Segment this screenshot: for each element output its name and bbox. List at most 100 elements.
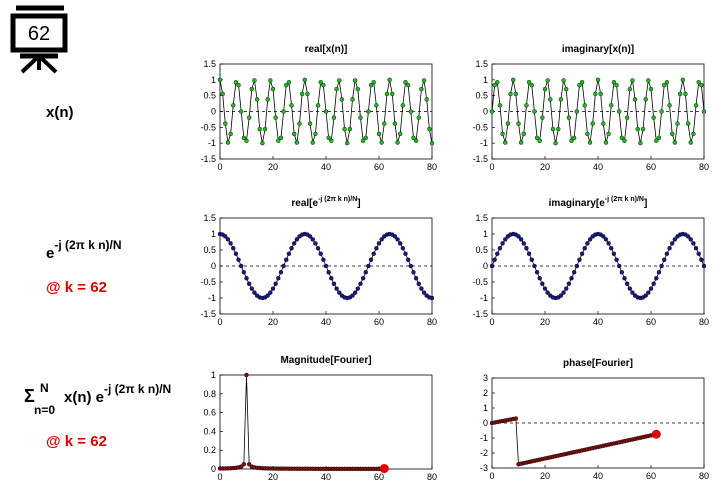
y-tick-label: 0 [483, 107, 488, 117]
data-point [614, 82, 619, 88]
data-point [315, 103, 321, 108]
data-point [685, 121, 691, 126]
data-point [260, 140, 265, 146]
data-point [289, 246, 294, 251]
y-tick-label: -1 [480, 433, 488, 443]
plot-title: imaginary[x(n)] [562, 44, 634, 55]
data-point [384, 91, 390, 97]
data-point [395, 237, 400, 242]
data-point [516, 121, 521, 126]
data-point [249, 86, 255, 92]
plot-title-end: ] [357, 198, 360, 209]
y-tick-label: 0 [211, 107, 216, 117]
data-point [337, 290, 342, 295]
data-point [606, 241, 611, 246]
data-point [609, 103, 614, 108]
x-tick-label: 40 [593, 317, 603, 327]
data-point [419, 86, 424, 92]
data-point [688, 140, 693, 145]
y-tick-label: 0.5 [475, 91, 488, 101]
data-point [624, 115, 630, 120]
data-point [638, 140, 643, 146]
plot-phase: phase[Fourier] 0 20 40 60 80 3 2 1 0 -1 -2 -3 [480, 358, 709, 481]
data-point [382, 121, 387, 126]
x-tick-label: 20 [540, 471, 550, 481]
data-point [521, 241, 526, 246]
data-point [516, 234, 521, 239]
data-point [363, 270, 368, 275]
data-point [545, 78, 550, 83]
data-point [321, 82, 326, 88]
data-point [281, 109, 286, 114]
data-point [360, 138, 366, 143]
y-tick-label: -1.5 [200, 154, 216, 164]
data-point [416, 281, 421, 286]
data-point [352, 290, 358, 295]
k-note-1: @ k = 62 [46, 279, 107, 296]
data-point [656, 270, 662, 275]
data-point [630, 78, 635, 83]
data-point [635, 126, 640, 132]
data-point [664, 80, 670, 85]
data-point [532, 263, 537, 269]
y-tick-label: 0.2 [203, 445, 216, 455]
data-point [265, 97, 270, 102]
data-point [654, 138, 659, 143]
data-point [363, 135, 368, 141]
data-point [601, 234, 606, 239]
y-tick-label: -3 [480, 463, 488, 473]
data-point [339, 97, 345, 102]
data-point [577, 257, 582, 262]
data-point [617, 263, 622, 269]
plot-imag_e: imaginary[e-j (2π k n)/N] 0 20 40 60 80 1.5 1 0.… [472, 196, 709, 327]
data-point [262, 126, 268, 132]
data-point [398, 131, 403, 137]
data-point [677, 91, 683, 97]
y-tick-label: 1 [211, 370, 216, 380]
data-point [318, 251, 323, 256]
data-point [526, 251, 532, 256]
y-tick-label: 1 [211, 229, 216, 239]
data-point [564, 86, 569, 92]
data-point [619, 270, 625, 275]
data-point [398, 241, 403, 246]
data-point [411, 135, 416, 141]
data-point [534, 135, 540, 141]
x-tick-label: 80 [427, 317, 437, 327]
data-point [241, 270, 247, 275]
basis-base: e [46, 245, 54, 262]
data-point [617, 109, 622, 114]
sum-lower: n=0 [34, 403, 55, 417]
data-point [244, 372, 249, 378]
data-point [366, 263, 371, 269]
data-point [429, 295, 435, 301]
data-point [408, 109, 413, 114]
data-point [598, 91, 603, 97]
data-point [542, 86, 548, 92]
data-point [603, 237, 609, 242]
y-tick-label: 0.4 [203, 426, 216, 436]
data-point [595, 77, 601, 83]
data-point [569, 138, 574, 143]
y-tick-label: 1 [483, 229, 488, 239]
data-point [518, 237, 524, 242]
data-point [223, 234, 228, 239]
y-tick-label: 0 [483, 261, 488, 271]
y-tick-label: 0.5 [203, 91, 216, 101]
data-point [334, 86, 339, 92]
data-point [579, 251, 585, 256]
basis-exponent: -j (2π k n)/N [54, 238, 121, 252]
data-point [561, 78, 566, 83]
data-point [537, 138, 542, 143]
data-point [505, 121, 511, 126]
data-point [699, 257, 704, 262]
data-point [609, 246, 614, 251]
data-point [374, 246, 379, 251]
data-point [244, 138, 249, 143]
data-point [508, 91, 513, 97]
x-label: x(n) [46, 104, 74, 121]
data-point [582, 246, 587, 251]
data-point [403, 80, 408, 85]
data-point [265, 293, 270, 298]
